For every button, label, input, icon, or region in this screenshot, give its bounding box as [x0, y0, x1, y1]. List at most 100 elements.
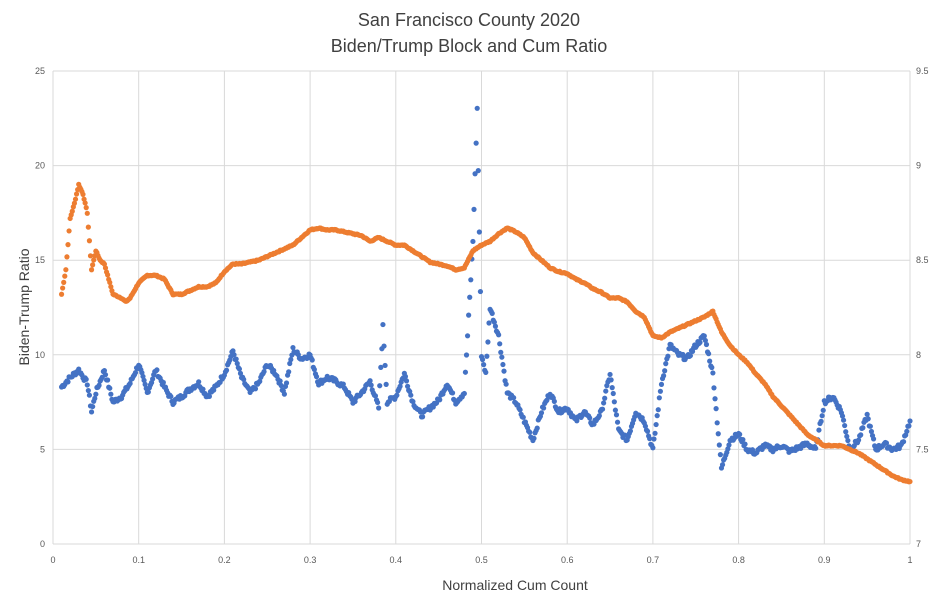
- block-ratio-point: [715, 431, 721, 437]
- block-ratio-point: [206, 393, 212, 399]
- block-ratio-point: [76, 366, 82, 372]
- block-ratio-point: [252, 386, 259, 392]
- block-ratio-point: [367, 378, 373, 384]
- block-ratio-point: [65, 379, 71, 385]
- block-ratio-point: [713, 406, 719, 412]
- block-ratio-point: [168, 393, 174, 400]
- block-ratio-point: [90, 403, 96, 410]
- block-ratio-point: [843, 429, 849, 435]
- block-ratio-point: [281, 391, 287, 397]
- block-ratio-point: [497, 341, 503, 347]
- block-ratio-point: [661, 373, 667, 379]
- block-ratio-point: [651, 436, 657, 442]
- block-ratio-point: [587, 415, 593, 421]
- block-ratio-point: [381, 343, 387, 349]
- block-ratio-point: [397, 383, 403, 389]
- block-ratio-point: [287, 360, 293, 367]
- block-ratio-point: [236, 366, 242, 372]
- x-tick-label: 0: [50, 555, 55, 565]
- block-ratio-point: [449, 390, 456, 396]
- block-ratio-point: [127, 380, 133, 387]
- block-ratio-point: [627, 428, 634, 434]
- block-ratio-point: [520, 414, 526, 420]
- block-ratio-point: [816, 427, 822, 433]
- block-ratio-point: [527, 429, 533, 435]
- x-tick-label: 0.1: [132, 555, 145, 565]
- block-ratio-point: [712, 396, 718, 402]
- block-ratio-point: [702, 337, 708, 344]
- block-ratio-point: [309, 357, 315, 363]
- block-ratio-point: [511, 395, 517, 401]
- y-tick-label: 25: [35, 66, 45, 76]
- cum-ratio-series: [58, 181, 913, 485]
- block-ratio-point: [277, 378, 283, 384]
- block-ratio-point: [858, 432, 864, 438]
- block-ratio-point: [376, 405, 382, 411]
- block-ratio-point: [404, 383, 411, 389]
- block-ratio-point: [96, 382, 102, 388]
- block-ratio-point: [603, 388, 609, 394]
- y-tick-label: 5: [40, 444, 45, 454]
- block-ratio-point: [231, 352, 237, 358]
- block-ratio-point: [93, 391, 99, 397]
- block-ratio-point: [503, 381, 509, 387]
- block-ratio-point: [742, 441, 748, 447]
- block-ratio-point: [655, 407, 661, 413]
- block-ratio-point: [868, 428, 875, 435]
- block-ratio-point: [237, 370, 244, 376]
- block-ratio-point: [472, 171, 478, 177]
- block-ratio-point: [883, 440, 890, 446]
- block-ratio-point: [870, 436, 877, 442]
- block-ratio-point: [867, 423, 873, 429]
- block-ratio-point: [904, 428, 910, 434]
- block-ratio-point: [491, 319, 497, 325]
- block-ratio-point: [92, 395, 98, 402]
- cum-ratio-point: [69, 208, 75, 214]
- block-ratio-point: [709, 364, 715, 371]
- y-tick-label: 20: [35, 161, 45, 171]
- block-ratio-point: [845, 437, 851, 444]
- block-ratio-point: [500, 361, 506, 368]
- chart-title-line-2: Biden/Trump Block and Cum Ratio: [331, 36, 607, 56]
- block-ratio-point: [707, 358, 713, 364]
- block-ratio-point: [83, 376, 89, 382]
- block-ratio-point: [142, 381, 148, 387]
- block-ratio-point: [160, 379, 166, 386]
- block-ratio-point: [706, 351, 712, 357]
- block-ratio-point: [650, 445, 656, 451]
- y-tick-label: 15: [35, 255, 45, 265]
- block-ratio-point: [311, 366, 317, 373]
- block-ratio-point: [461, 390, 467, 397]
- block-ratio-point: [864, 411, 870, 417]
- block-ratio-point: [437, 397, 443, 403]
- block-ratio-point: [665, 353, 671, 359]
- block-ratio-point: [352, 398, 358, 405]
- block-ratio-point: [419, 414, 426, 420]
- block-ratio-point: [141, 377, 147, 383]
- block-ratio-point: [468, 277, 474, 283]
- block-ratio-point: [132, 370, 139, 376]
- block-ratio-point: [105, 377, 111, 383]
- block-ratio-point: [403, 378, 410, 384]
- block-ratio-point: [614, 419, 621, 425]
- cum-ratio-point: [64, 254, 70, 260]
- block-ratio-point: [380, 321, 386, 328]
- block-ratio-point: [496, 332, 502, 338]
- cum-ratio-point: [61, 279, 67, 285]
- block-ratio-point: [697, 339, 703, 346]
- cum-ratio-point: [63, 267, 69, 273]
- cum-ratio-point: [62, 273, 68, 279]
- block-ratio-point: [86, 392, 93, 398]
- x-tick-label: 0.4: [390, 555, 403, 565]
- block-ratio-point: [609, 385, 615, 391]
- cum-ratio-point: [65, 242, 71, 248]
- block-ratio-point: [534, 425, 540, 431]
- block-ratio-point: [596, 413, 602, 419]
- block-ratio-point: [714, 420, 720, 426]
- x-tick-label: 0.8: [732, 555, 745, 565]
- block-ratio-point: [467, 294, 473, 300]
- cum-ratio-point: [85, 224, 91, 230]
- block-ratio-point: [844, 433, 850, 440]
- block-ratio-point: [283, 380, 290, 386]
